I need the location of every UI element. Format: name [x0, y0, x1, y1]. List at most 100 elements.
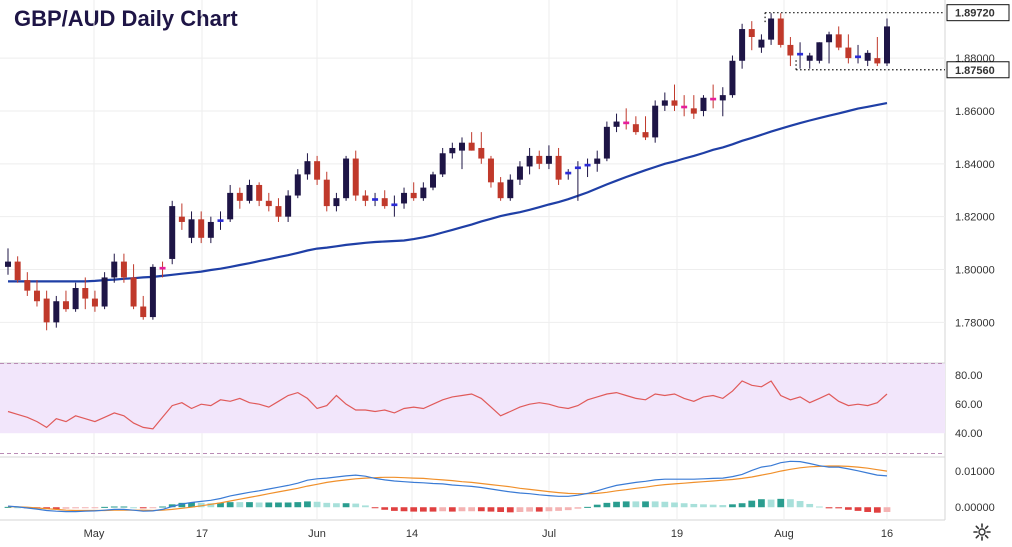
candle-body	[739, 29, 746, 61]
candle-body	[304, 161, 311, 175]
x-tick-label: 19	[671, 528, 683, 540]
candle-body	[787, 44, 794, 56]
candle-body	[420, 187, 427, 199]
candle-body	[391, 203, 398, 207]
x-tick-label: 17	[196, 528, 208, 540]
macd-histogram-bar	[101, 506, 108, 508]
macd-histogram-bar	[844, 507, 852, 510]
candle-body	[430, 174, 437, 188]
macd-histogram-bar	[188, 502, 195, 508]
candle-body	[159, 266, 166, 270]
x-tick-label: May	[84, 528, 105, 540]
candle-body	[729, 60, 736, 96]
x-tick-label: Aug	[774, 528, 794, 540]
candle-body	[555, 155, 562, 180]
macd-histogram-bar	[816, 506, 823, 508]
macd-histogram-bar	[236, 502, 244, 508]
candle-body	[140, 306, 147, 318]
macd-histogram-bar	[864, 507, 872, 512]
candle-body	[333, 198, 340, 207]
moving-average-line	[8, 102, 888, 283]
macd-histogram-bar	[81, 507, 89, 509]
candle-body	[681, 105, 688, 109]
macd-histogram-bar	[555, 507, 562, 511]
candle-body	[410, 192, 417, 199]
candle-body	[91, 298, 98, 307]
candle-body	[826, 34, 833, 43]
macd-histogram-bar	[690, 503, 698, 508]
candle-body	[516, 166, 523, 180]
macd-histogram-bar	[680, 503, 688, 508]
candle-body	[198, 219, 205, 238]
level-label: 1.89720	[955, 8, 995, 20]
macd-histogram-bar	[738, 503, 746, 508]
candle-body	[217, 219, 224, 222]
macd-histogram-bar	[632, 501, 640, 508]
candle-body	[623, 121, 630, 125]
candle-body	[748, 29, 755, 37]
macd-pane	[4, 460, 891, 513]
candle-body	[719, 95, 726, 101]
price-tick-label: 1.86000	[955, 106, 995, 118]
candle-body	[874, 58, 881, 64]
candle-body	[130, 277, 137, 307]
candle-body	[700, 97, 707, 111]
macd-histogram-bar	[168, 504, 176, 508]
macd-histogram-bar	[14, 507, 22, 509]
macd-histogram-bar	[564, 507, 572, 511]
macd-histogram-bar	[130, 507, 137, 509]
grid-lines	[0, 0, 946, 521]
candle-body	[777, 18, 784, 45]
macd-histogram-bar	[458, 507, 466, 512]
macd-histogram-bar	[255, 502, 263, 508]
macd-histogram-bar	[226, 502, 234, 508]
macd-histogram-bar	[265, 502, 273, 508]
candle-body	[372, 198, 379, 201]
candle-body	[710, 97, 717, 101]
candle-body	[236, 192, 243, 201]
candle-body	[806, 55, 813, 61]
macd-histogram-bar	[342, 503, 350, 508]
macd-histogram-bar	[526, 507, 533, 512]
macd-histogram-bar	[574, 507, 582, 509]
candle-body	[188, 219, 195, 238]
candle-body	[584, 163, 591, 167]
macd-histogram-bar	[506, 507, 514, 513]
macd-histogram-bar	[729, 504, 736, 508]
price-pane	[5, 12, 945, 331]
candle-body	[797, 52, 804, 56]
macd-tick-label: 0.00000	[955, 502, 995, 514]
macd-histogram-bar	[477, 507, 485, 512]
axes: May 17 Jun 14 Jul 19 Aug 16 1.78000 1.80000 1.8200…	[84, 4, 1010, 540]
level-label-box	[946, 4, 1010, 22]
candle-body	[207, 221, 214, 238]
rsi-tick-label: 60.00	[955, 399, 983, 411]
candle-body	[265, 200, 272, 207]
macd-histogram-bar	[535, 507, 543, 512]
macd-histogram-bar	[651, 501, 659, 508]
gear-icon[interactable]	[972, 522, 992, 542]
candle-body	[594, 158, 601, 164]
candle-body	[835, 34, 842, 48]
macd-histogram-bar	[806, 503, 814, 508]
macd-histogram-bar	[197, 502, 205, 508]
macd-histogram-bar	[207, 503, 215, 508]
rsi-tick-label: 40.00	[955, 428, 983, 440]
candle-body	[758, 39, 765, 48]
candle-body	[169, 206, 176, 259]
macd-histogram-bar	[91, 507, 99, 509]
macd-histogram-bar	[352, 503, 360, 508]
candle-body	[574, 166, 581, 170]
candle-body	[449, 147, 456, 154]
candle-body	[690, 108, 697, 114]
macd-histogram-bar	[584, 506, 591, 508]
price-tick-label: 1.82000	[955, 212, 995, 224]
macd-histogram-bar	[52, 507, 60, 510]
macd-histogram-bar	[767, 499, 775, 508]
candle-body	[323, 179, 330, 207]
macd-histogram-bar	[390, 507, 398, 511]
candle-body	[72, 288, 79, 310]
candle-body	[507, 179, 514, 199]
macd-histogram-bar	[304, 501, 311, 508]
